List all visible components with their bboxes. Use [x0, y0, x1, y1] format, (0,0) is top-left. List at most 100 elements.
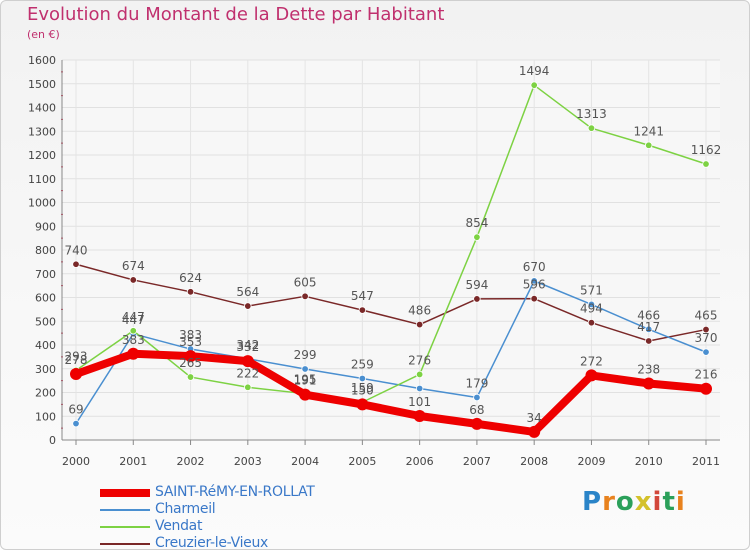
x-tick-label: 2007 [463, 455, 491, 468]
series-vendat [72, 81, 710, 406]
legend-label: Creuzier-le-Vieux [155, 535, 269, 551]
y-tick-label: 1200 [28, 149, 56, 162]
data-label: 299 [294, 348, 317, 362]
data-label: 596 [523, 278, 546, 292]
y-tick-label: 0 [49, 434, 56, 447]
data-label: 854 [465, 216, 488, 230]
data-point [528, 425, 541, 438]
data-label: 332 [236, 340, 259, 354]
x-tick-label: 2011 [692, 455, 720, 468]
data-point [415, 370, 424, 379]
data-label: 353 [179, 335, 202, 349]
data-label: 272 [580, 354, 603, 368]
data-label: 466 [637, 308, 660, 322]
chart-subtitle: (en €) [27, 28, 60, 41]
data-label: 216 [695, 368, 718, 382]
y-tick-label: 1300 [28, 125, 56, 138]
series-line-charmeil [75, 280, 707, 425]
data-point [530, 294, 538, 303]
data-point [585, 369, 598, 382]
legend-label: SAINT-RéMY-EN-ROLLAT [155, 484, 315, 500]
x-tick-label: 2002 [177, 455, 205, 468]
data-point [413, 410, 426, 423]
data-label: 594 [465, 278, 488, 292]
legend-swatch [100, 509, 150, 511]
data-label: 342 [236, 338, 259, 352]
data-label: 447 [122, 310, 145, 324]
data-point [702, 348, 710, 356]
x-tick-label: 2008 [520, 455, 548, 468]
data-label: 670 [523, 260, 546, 274]
data-label: 370 [695, 331, 718, 345]
data-point [358, 374, 367, 383]
data-label: 447 [122, 313, 145, 327]
x-tick-label: 2009 [577, 455, 605, 468]
data-point [72, 419, 80, 428]
data-label: 674 [122, 259, 145, 273]
data-label: 383 [179, 328, 202, 342]
data-label: 179 [465, 376, 488, 390]
series-line-vendat [75, 84, 707, 403]
series-saint-remy-en-rollat [70, 347, 712, 438]
data-point [700, 382, 712, 395]
data-point [702, 160, 710, 168]
data-label: 1162 [691, 143, 722, 157]
series-line-creuzier-le-vieux [75, 263, 707, 342]
legend-label: Charmeil [155, 501, 216, 517]
data-label: 68 [469, 403, 484, 417]
x-tick-label: 2006 [406, 455, 434, 468]
data-point [530, 277, 538, 285]
data-label: 276 [408, 353, 431, 367]
data-label: 1494 [519, 64, 550, 78]
data-point [642, 377, 655, 390]
data-point [127, 347, 140, 360]
legend-swatch [100, 489, 150, 497]
series-line-saint-remy-en-rollat [72, 349, 710, 436]
data-point [415, 320, 424, 329]
data-point [186, 288, 195, 296]
x-tick-label: 2005 [348, 455, 376, 468]
data-label: 624 [179, 271, 202, 285]
data-point [70, 367, 82, 380]
y-tick-label: 1600 [28, 54, 56, 67]
y-tick-label: 500 [35, 315, 56, 328]
data-point [301, 292, 309, 301]
data-label: 494 [580, 302, 603, 316]
data-point [702, 325, 710, 334]
y-tick-label: 1100 [28, 173, 56, 186]
data-point [473, 393, 481, 402]
data-label: 1241 [633, 124, 664, 138]
y-tick-label: 200 [35, 387, 56, 400]
y-tick-label: 900 [35, 220, 56, 233]
data-label: 150 [351, 383, 374, 397]
y-tick-label: 1400 [28, 102, 56, 115]
data-label: 486 [408, 304, 431, 318]
data-point [72, 260, 80, 268]
data-label: 547 [351, 289, 374, 303]
y-tick-label: 700 [35, 268, 56, 281]
y-tick-label: 100 [35, 410, 56, 423]
data-point [186, 373, 195, 381]
legend-label: Vendat [155, 518, 203, 534]
y-tick-label: 800 [35, 244, 56, 257]
data-label: 465 [695, 309, 718, 323]
x-tick-label: 2001 [119, 455, 147, 468]
data-label: 293 [65, 349, 88, 363]
data-point [301, 365, 309, 373]
x-tick-label: 2000 [62, 455, 90, 468]
data-label: 417 [637, 320, 660, 334]
data-point [587, 300, 596, 309]
series-creuzier-le-vieux [72, 260, 710, 345]
y-tick-label: 400 [35, 339, 56, 352]
data-label: 278 [65, 353, 88, 367]
y-tick-label: 1000 [28, 197, 56, 210]
y-tick-label: 1500 [28, 78, 56, 91]
data-point [241, 355, 254, 368]
data-label: 265 [179, 356, 202, 370]
chart-title: Evolution du Montant de la Dette par Hab… [27, 4, 445, 25]
legend-swatch [100, 543, 150, 545]
data-point [530, 81, 538, 89]
data-point [470, 417, 483, 430]
data-labels: 740 674 624 564 605 547 486 594 596 494 417 465 69 44… [65, 64, 722, 425]
